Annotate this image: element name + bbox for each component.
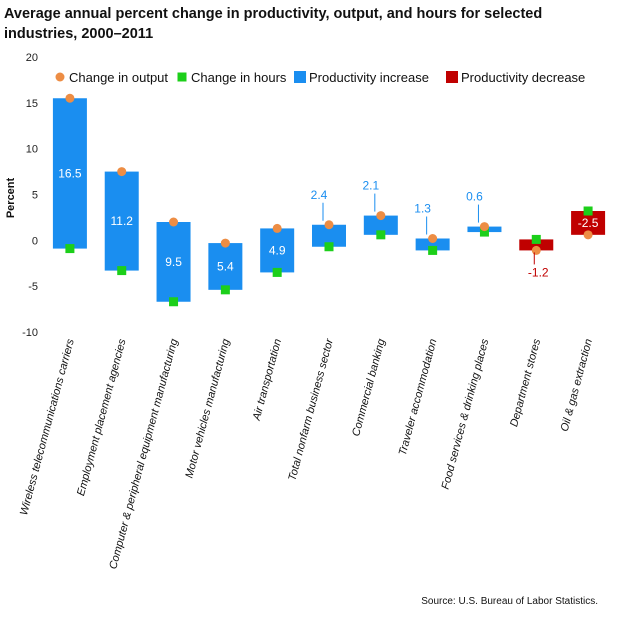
legend-label: Productivity decrease (461, 70, 585, 85)
output-marker (428, 234, 438, 243)
productivity-bar (104, 171, 139, 271)
productivity-bar (312, 224, 346, 247)
y-axis: -10 -5 0 5 10 15 20 (22, 52, 38, 339)
hours-marker (169, 297, 179, 307)
productivity-value-label: 0.6 (466, 190, 483, 204)
category-label: Employment placement agencies (75, 337, 129, 497)
output-marker (272, 223, 282, 233)
hours-marker (324, 242, 334, 252)
y-tick-label: -10 (22, 327, 38, 339)
productivity-value-label: 1.3 (414, 202, 431, 216)
category-label: Motor vehicles manufacturing (183, 337, 232, 480)
productivity-value-label: 16.5 (58, 166, 82, 180)
category-label: Traveler accommodation (397, 338, 440, 457)
y-tick-label: -5 (28, 281, 38, 293)
y-tick-label: 10 (26, 144, 38, 156)
legend-label: Change in hours (191, 70, 287, 85)
productivity-value-label: 5.4 (217, 259, 234, 273)
productivity-bar (260, 228, 295, 273)
output-marker (169, 217, 179, 227)
hours-marker (117, 266, 127, 276)
hours-marker (65, 244, 75, 254)
category-label: Commercial banking (350, 337, 388, 438)
hours-marker (479, 227, 489, 237)
productivity-bar (363, 215, 398, 235)
bars (52, 98, 606, 302)
category-label: Food services & drinking places (440, 337, 492, 491)
legend-swatch-decrease (446, 71, 458, 83)
y-tick-label: 5 (32, 190, 38, 202)
category-label: Total nonfarm business sector (286, 336, 336, 482)
legend-swatch-output (55, 72, 65, 82)
output-marker (324, 220, 334, 230)
productivity-bar (156, 222, 191, 302)
productivity-bar (208, 243, 243, 290)
category-label: Oil & gas extraction (559, 338, 595, 433)
hours-marker (376, 230, 386, 240)
data-labels: 16.5 11.2 9.5 5.4 4.9 2.4 2.1 1.3 0.6 -1.2 -2.5 (58, 166, 599, 279)
productivity-value-label: -1.2 (528, 265, 549, 279)
productivity-value-label: 9.5 (165, 255, 182, 269)
output-marker (531, 245, 541, 255)
y-axis-label: Percent (5, 177, 17, 218)
legend: Change in output Change in hours Productiv… (55, 70, 585, 85)
category-label: Department stores (508, 337, 543, 428)
hours-marker (220, 285, 230, 295)
markers (65, 93, 593, 307)
productivity-value-label: 11.2 (110, 214, 133, 228)
category-label: Air transportation (251, 338, 285, 423)
category-labels: Wireless telecommunications carriersEmpl… (18, 336, 595, 570)
chart-source: Source: U.S. Bureau of Labor Statistics. (421, 596, 598, 607)
productivity-bar (415, 238, 450, 251)
output-marker (220, 238, 230, 248)
productivity-bar (52, 98, 87, 249)
output-marker (117, 167, 127, 177)
productivity-value-label: 2.4 (311, 188, 328, 202)
output-marker (65, 93, 75, 103)
legend-label: Productivity increase (309, 70, 429, 85)
y-tick-label: 0 (32, 235, 38, 247)
output-marker (479, 222, 489, 232)
hours-marker (583, 206, 593, 216)
hours-marker (428, 245, 438, 255)
hours-marker (531, 234, 541, 244)
productivity-value-label: -2.5 (578, 216, 599, 230)
productivity-value-label: 2.1 (362, 179, 379, 193)
output-marker (583, 230, 593, 240)
legend-swatch-increase (294, 71, 306, 83)
productivity-value-label: 4.9 (269, 243, 286, 257)
productivity-bar (571, 211, 606, 235)
y-tick-label: 15 (26, 98, 38, 110)
chart-title: Average annual percent change in product… (4, 6, 543, 42)
hours-marker (272, 267, 282, 277)
output-marker (376, 211, 386, 221)
category-label: Wireless telecommunications carriers (18, 337, 77, 516)
legend-swatch-hours (177, 72, 187, 82)
y-tick-label: 20 (26, 52, 38, 64)
legend-label: Change in output (69, 70, 168, 85)
productivity-bar (519, 239, 554, 251)
